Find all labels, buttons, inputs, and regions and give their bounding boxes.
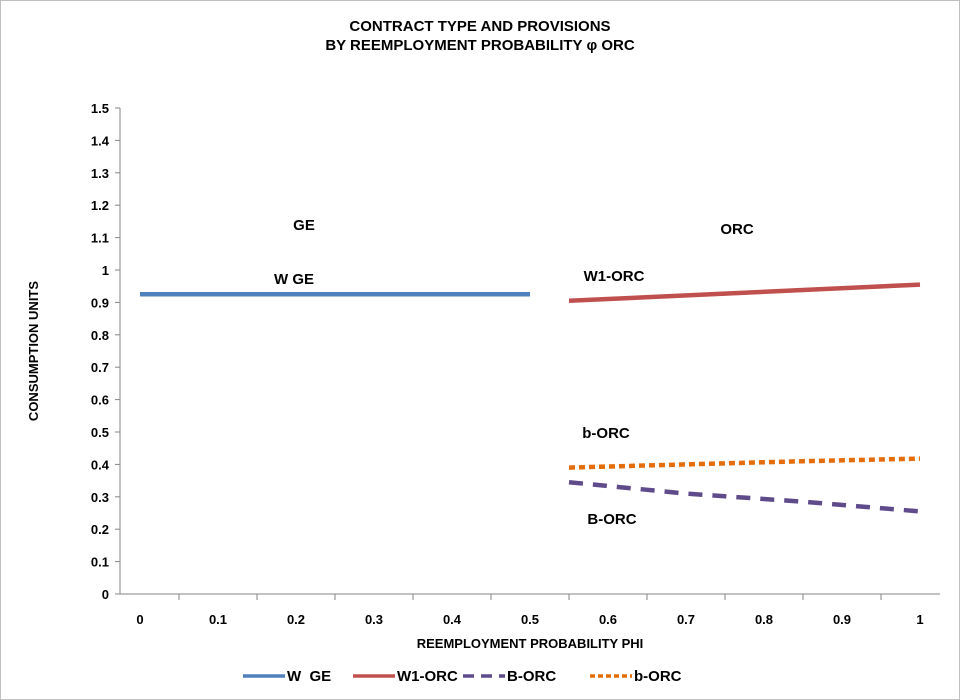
x-tick-label: 0	[136, 612, 143, 627]
x-tick-label: 0.5	[521, 612, 539, 627]
x-tick-label: 0.8	[755, 612, 773, 627]
chart-title-line2: BY REEMPLOYMENT PROBABILITY φ ORC	[325, 37, 635, 54]
y-tick-label: 0.6	[91, 393, 109, 408]
x-tick-label: 0.7	[677, 612, 695, 627]
chart-title-line1: CONTRACT TYPE AND PROVISIONS	[349, 18, 610, 35]
legend-label-b-orc: b-ORC	[634, 668, 682, 685]
x-axis-label: REEMPLOYMENT PROBABILITY PHI	[417, 636, 644, 651]
annotation-b-orc-upper: b-ORC	[582, 425, 630, 442]
y-tick-label: 0.9	[91, 295, 109, 310]
x-tick-label: 0.9	[833, 612, 851, 627]
y-tick-label: 0.8	[91, 328, 109, 343]
x-ticks: 0 0.1 0.2 0.3 0.4 0.5 0.6 0.7 0.8 0.9 1	[136, 594, 924, 627]
y-tick-label: 1.5	[91, 101, 109, 116]
y-ticks: 0 0.1 0.2 0.3 0.4 0.5 0.6 0.7 0.8 0.9 1 1.1 1.2 1.3 1.…	[91, 101, 120, 602]
y-tick-label: 1.4	[91, 133, 110, 148]
y-tick-label: 0.7	[91, 360, 109, 375]
y-axis-label: CONSUMPTION UNITS	[26, 281, 41, 421]
y-tick-label: 0.1	[91, 555, 109, 570]
annotation-w1-orc: W1-ORC	[584, 268, 645, 285]
annotation-b-orc-lower: B-ORC	[587, 511, 636, 528]
annotation-w-ge: W GE	[274, 271, 314, 288]
y-tick-label: 1.3	[91, 166, 109, 181]
y-tick-label: 0.3	[91, 490, 109, 505]
x-tick-label: 0.6	[599, 612, 617, 627]
annotation-ge: GE	[293, 217, 315, 234]
x-tick-label: 0.1	[209, 612, 227, 627]
x-tick-label: 0.3	[365, 612, 383, 627]
series-line-b-orc	[568, 456, 921, 470]
legend-label-b-orc: B-ORC	[507, 668, 556, 685]
y-tick-label: 0.5	[91, 425, 109, 440]
y-tick-label: 1.1	[91, 231, 109, 246]
x-tick-label: 1	[916, 612, 923, 627]
y-tick-label: 1	[102, 263, 109, 278]
legend: W GE W1-ORC B-ORC b-ORC	[243, 668, 682, 685]
legend-label-w-ge: W GE	[287, 668, 331, 685]
y-tick-label: 0.4	[91, 457, 110, 472]
x-tick-label: 0.2	[287, 612, 305, 627]
series-line-b-orc	[568, 479, 921, 514]
y-tick-label: 0	[102, 587, 109, 602]
legend-label-w1-orc: W1-ORC	[397, 668, 458, 685]
series-group	[140, 282, 921, 514]
x-tick-label: 0.4	[443, 612, 462, 627]
series-line-w1-orc	[568, 282, 921, 304]
annotation-orc: ORC	[720, 221, 754, 238]
y-tick-label: 0.2	[91, 522, 109, 537]
y-tick-label: 1.2	[91, 198, 109, 213]
